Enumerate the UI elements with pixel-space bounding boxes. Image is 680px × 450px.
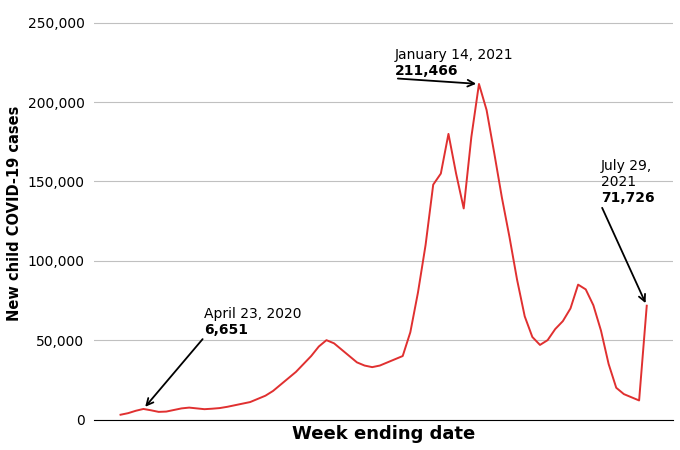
Y-axis label: New child COVID-19 cases: New child COVID-19 cases [7, 106, 22, 321]
Text: 71,726: 71,726 [601, 159, 655, 205]
Text: July 29,
2021: July 29, 2021 [601, 159, 652, 205]
Text: April 23, 2020: April 23, 2020 [205, 307, 302, 337]
Text: 211,466: 211,466 [395, 48, 458, 78]
Text: January 14, 2021: January 14, 2021 [395, 48, 513, 78]
X-axis label: Week ending date: Week ending date [292, 425, 475, 443]
Text: 6,651: 6,651 [205, 307, 248, 337]
